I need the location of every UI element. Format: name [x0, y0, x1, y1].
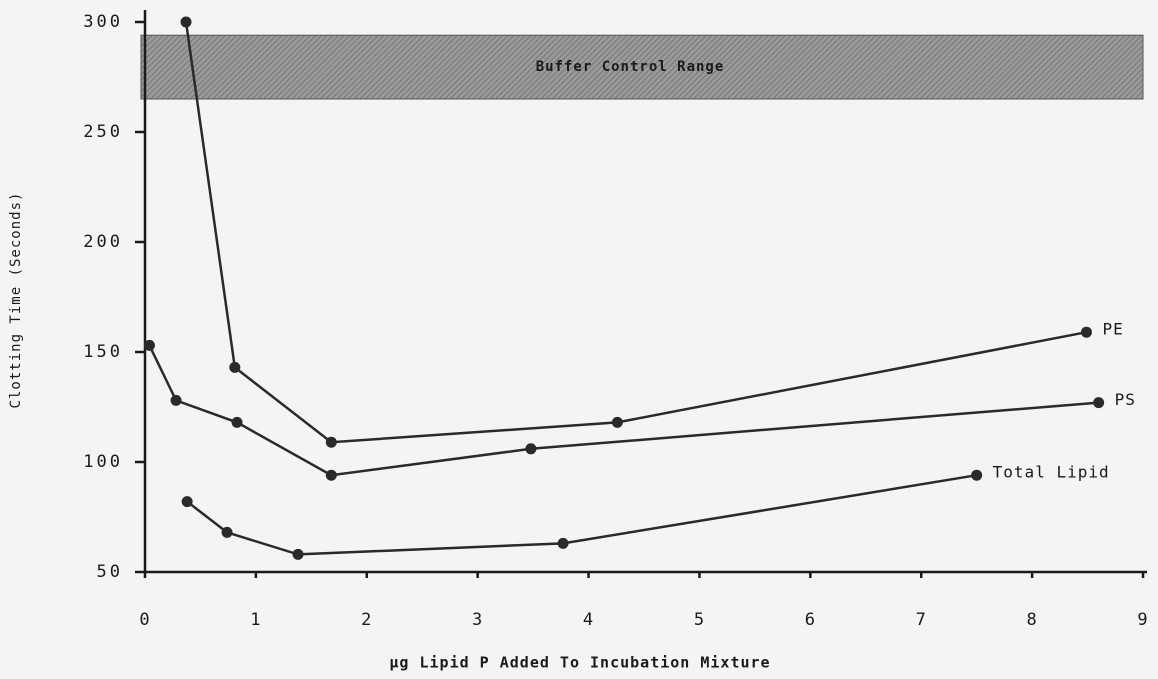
x-tick-label: 5 — [694, 610, 705, 630]
data-point — [325, 436, 337, 448]
data-point — [221, 526, 233, 538]
data-point — [971, 469, 983, 481]
data-point — [170, 394, 182, 406]
y-tick-label: 200 — [83, 232, 123, 252]
x-tick-label: 4 — [583, 610, 594, 630]
x-tick-label: 2 — [361, 610, 372, 630]
x-tick-label: 9 — [1137, 610, 1148, 630]
band-label: Buffer Control Range — [536, 59, 725, 75]
data-point — [325, 469, 337, 481]
series-line — [148, 344, 1099, 477]
data-point — [1093, 397, 1105, 409]
x-tick-label: 6 — [805, 610, 816, 630]
data-point — [292, 548, 304, 560]
data-point — [525, 443, 537, 455]
data-point — [180, 16, 192, 28]
y-tick-label: 50 — [97, 562, 123, 582]
series-label: PE — [1102, 320, 1123, 339]
data-point — [181, 496, 193, 508]
x-tick-label: 7 — [916, 610, 927, 630]
y-tick-label: 300 — [83, 12, 123, 32]
data-point — [143, 339, 155, 351]
series-line — [186, 473, 977, 556]
data-point — [557, 537, 569, 549]
control-band — [140, 34, 1144, 100]
data-point — [1080, 326, 1092, 338]
data-point — [611, 416, 623, 428]
x-tick-label: 3 — [472, 610, 483, 630]
series-label: PS — [1115, 390, 1136, 409]
data-point — [229, 361, 241, 373]
data-point — [231, 416, 243, 428]
x-tick-label: 0 — [139, 610, 150, 630]
x-axis-label: µg Lipid P Added To Incubation Mixture — [389, 654, 770, 672]
x-tick-label: 1 — [250, 610, 261, 630]
x-tick-label: 8 — [1026, 610, 1037, 630]
y-axis-label: Clotting Time (Seconds) — [8, 192, 24, 409]
y-tick-label: 100 — [83, 452, 123, 472]
series-label: Total Lipid — [993, 463, 1110, 482]
y-tick-label: 250 — [83, 122, 123, 142]
y-tick-label: 150 — [83, 342, 123, 362]
